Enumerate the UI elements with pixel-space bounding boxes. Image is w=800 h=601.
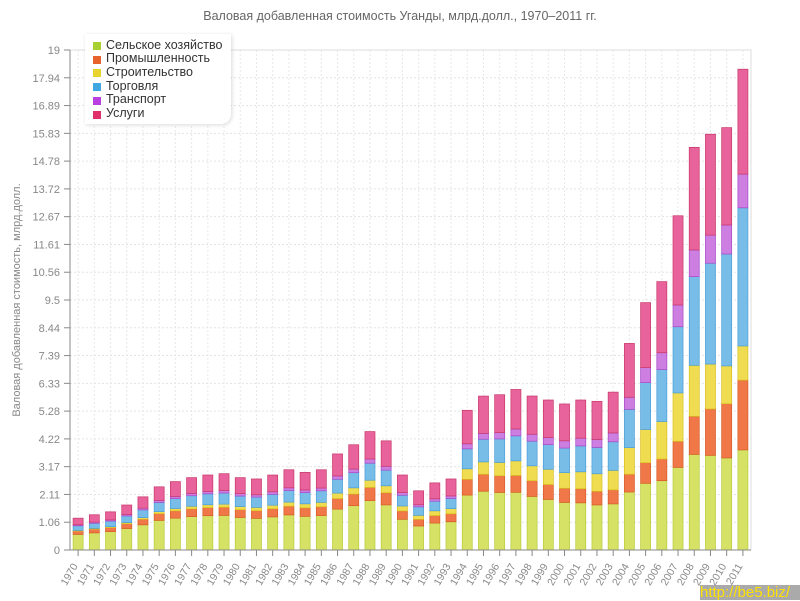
svg-text:14.78: 14.78 [32, 156, 60, 168]
svg-text:10.56: 10.56 [32, 267, 60, 279]
svg-text:6.33: 6.33 [39, 378, 60, 390]
svg-text:15.83: 15.83 [32, 128, 60, 140]
svg-text:17.94: 17.94 [32, 73, 60, 85]
svg-text:12.67: 12.67 [32, 212, 60, 224]
svg-text:4.22: 4.22 [39, 434, 60, 446]
svg-text:3.17: 3.17 [39, 462, 60, 474]
svg-text:7.39: 7.39 [39, 351, 60, 363]
svg-text:16.89: 16.89 [32, 101, 60, 113]
svg-text:11.61: 11.61 [33, 239, 60, 251]
svg-text:1.06: 1.06 [39, 517, 60, 529]
svg-text:13.72: 13.72 [32, 184, 60, 196]
svg-text:5.28: 5.28 [39, 406, 60, 418]
svg-text:19: 19 [48, 45, 60, 57]
svg-text:0: 0 [54, 545, 60, 557]
svg-text:2.11: 2.11 [39, 489, 60, 501]
svg-text:9.5: 9.5 [45, 295, 60, 307]
svg-text:8.44: 8.44 [39, 323, 60, 335]
